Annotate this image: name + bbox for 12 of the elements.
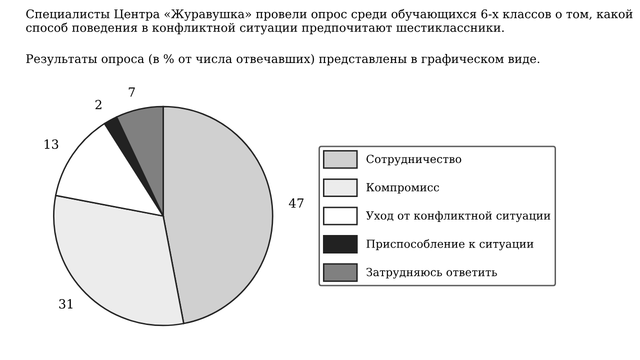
data-label: 7	[128, 88, 135, 97]
data-label: 47	[288, 198, 304, 208]
data-label: 2	[95, 100, 102, 110]
legend-label: Затрудняюсь ответить	[366, 268, 497, 279]
legend-label: Приспособление к ситуации	[366, 239, 534, 250]
legend-label: Уход от конфликтной ситуации	[366, 211, 550, 222]
chart-title: Специалисты Центра «Журавушка» провели опрос среди обучающихся 6-х классов о том, какой способ поведения в конфликтной ситуации предпочитают шестиклассники.	[26, 9, 632, 34]
legend-label: Компромисс	[366, 183, 440, 194]
data-label: 31	[59, 299, 72, 309]
chart-subtitle: Результаты опроса (в % от числа отвечавших) представлены в графическом виде.	[26, 54, 540, 66]
legend-label: Сотрудничество	[366, 154, 462, 166]
data-label: 13	[44, 139, 58, 149]
